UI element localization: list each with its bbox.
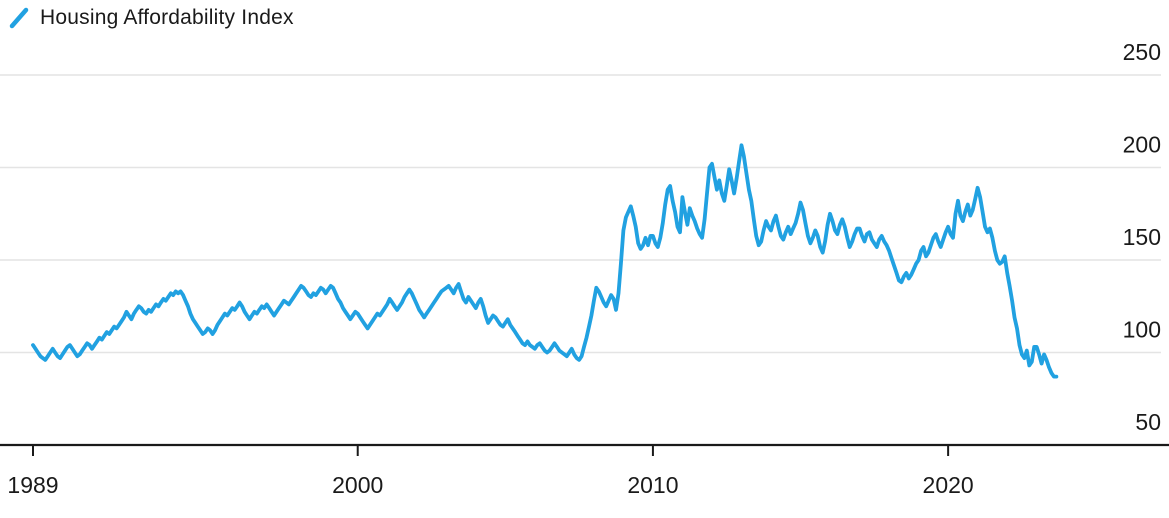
x-axis-label: 2020	[923, 472, 974, 498]
legend: Housing Affordability Index	[8, 5, 294, 31]
y-axis-label: 200	[1123, 132, 1161, 158]
line-series-slash-icon	[9, 7, 29, 29]
y-axis-label: 100	[1123, 317, 1161, 343]
series-line	[31, 143, 1059, 379]
y-axis-label: 250	[1123, 39, 1161, 65]
legend-label: Housing Affordability Index	[40, 6, 294, 29]
x-axis-label: 2010	[627, 472, 678, 498]
x-axis-label: 1989	[7, 472, 58, 498]
y-axis-label: 150	[1123, 224, 1161, 250]
y-axis-label: 50	[1135, 409, 1161, 435]
x-axis-label: 2000	[332, 472, 383, 498]
